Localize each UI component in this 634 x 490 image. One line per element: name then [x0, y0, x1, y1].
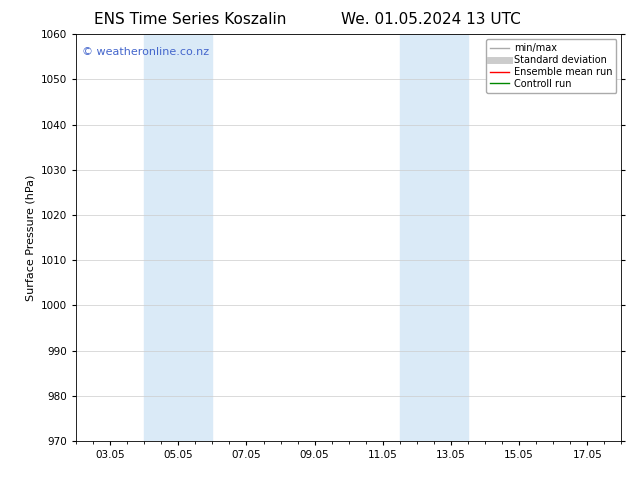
Text: ENS Time Series Koszalin: ENS Time Series Koszalin — [94, 12, 287, 27]
Y-axis label: Surface Pressure (hPa): Surface Pressure (hPa) — [25, 174, 36, 301]
Legend: min/max, Standard deviation, Ensemble mean run, Controll run: min/max, Standard deviation, Ensemble me… — [486, 39, 616, 93]
Bar — [144, 34, 212, 441]
Text: © weatheronline.co.nz: © weatheronline.co.nz — [82, 47, 209, 56]
Text: We. 01.05.2024 13 UTC: We. 01.05.2024 13 UTC — [341, 12, 521, 27]
Bar — [400, 34, 468, 441]
